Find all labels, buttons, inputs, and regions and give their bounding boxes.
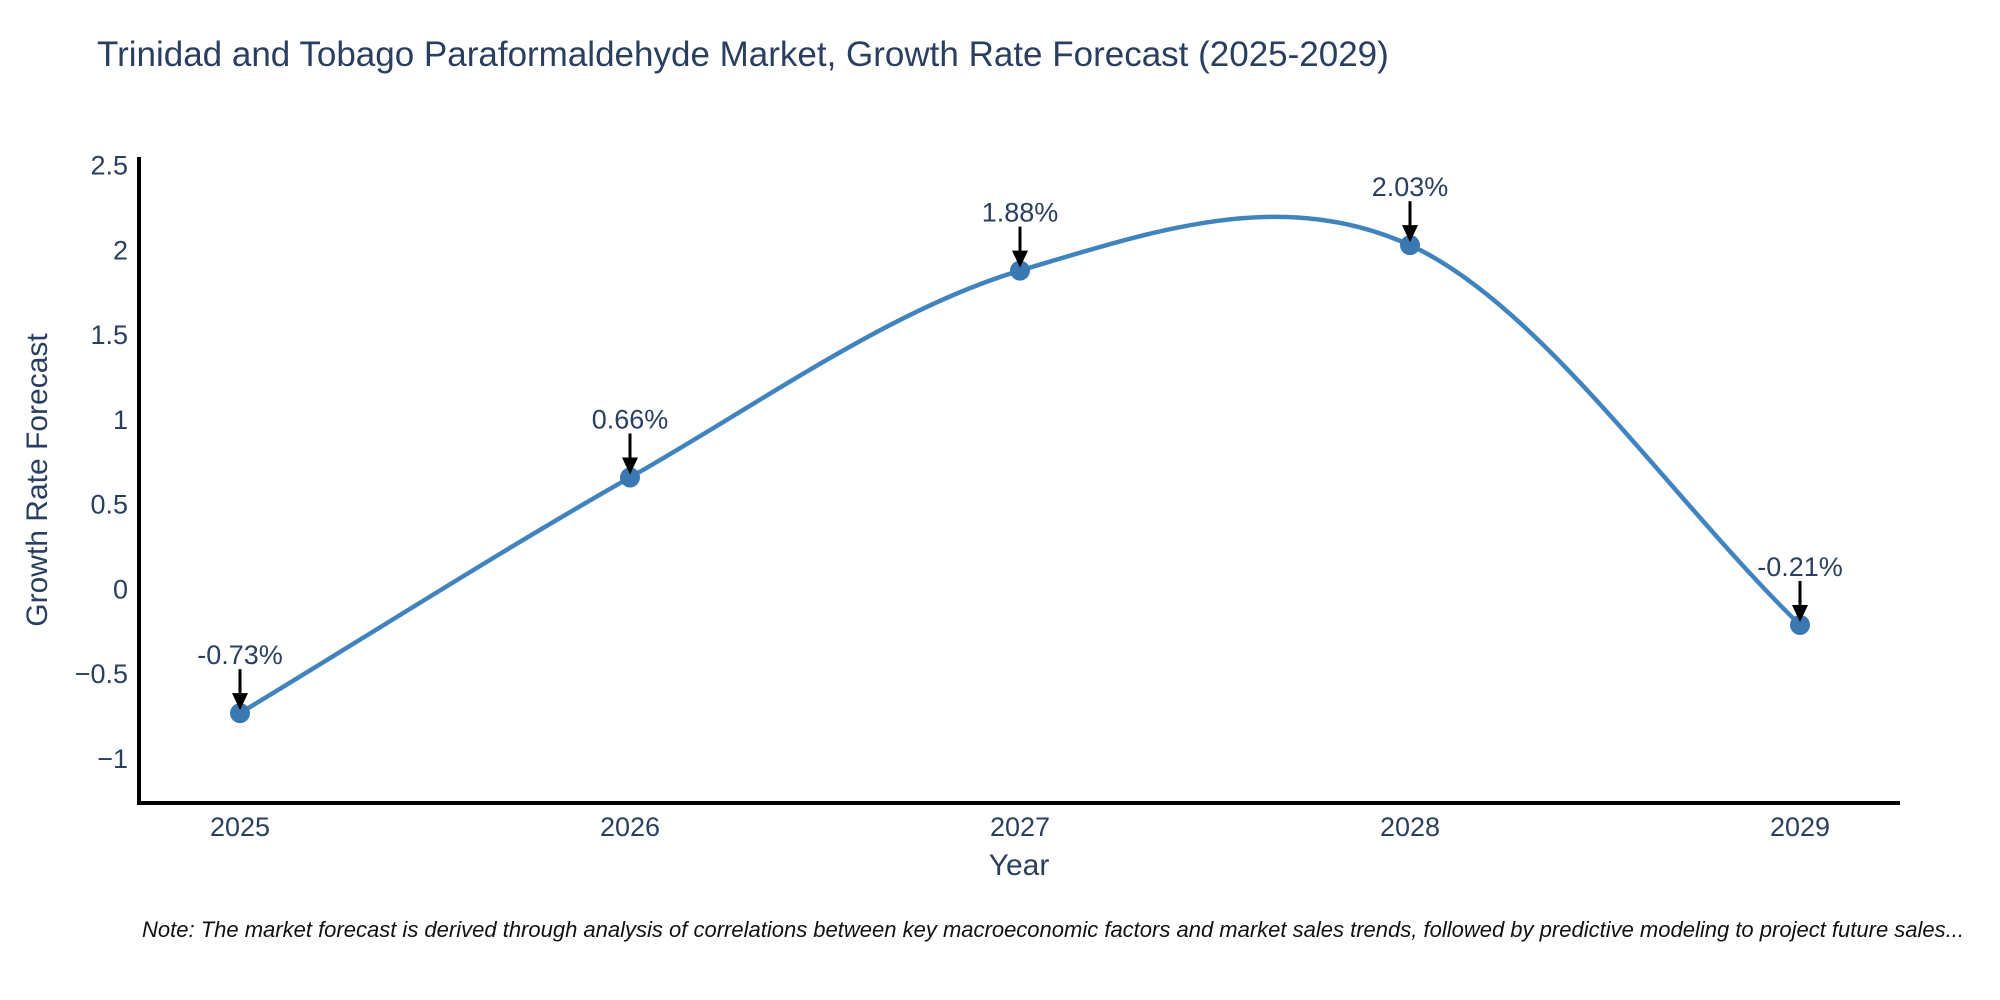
point-annotation-label: -0.21%: [1757, 552, 1843, 582]
x-axis-title: Year: [988, 849, 1050, 882]
point-annotation-label: -0.73%: [197, 640, 283, 670]
y-tick-label: 1.5: [90, 320, 128, 350]
point-annotation-label: 1.88%: [982, 198, 1059, 228]
y-tick-label: 0.5: [90, 490, 128, 520]
annotation-arrowhead-icon: [1402, 225, 1418, 243]
annotation-arrowhead-icon: [622, 457, 638, 475]
x-tick-label: 2026: [600, 812, 660, 842]
x-tick-label: 2029: [1770, 812, 1830, 842]
annotation-arrowhead-icon: [1792, 604, 1808, 622]
annotation-arrowhead-icon: [232, 693, 248, 711]
y-tick-label: −1: [97, 744, 128, 774]
y-tick-label: 2.5: [90, 150, 128, 180]
x-tick-label: 2028: [1380, 812, 1440, 842]
y-tick-label: 1: [113, 405, 128, 435]
footnote: Note: The market forecast is derived thr…: [142, 917, 1964, 942]
x-tick-label: 2025: [210, 812, 270, 842]
data-point-2025[interactable]: [230, 703, 250, 724]
x-tick-label: 2027: [990, 812, 1050, 842]
y-tick-label: 0: [113, 574, 128, 604]
point-annotation-label: 2.03%: [1372, 172, 1449, 202]
y-tick-label: −0.5: [75, 659, 128, 689]
data-point-2028[interactable]: [1400, 235, 1420, 256]
point-annotation-label: 0.66%: [592, 404, 669, 434]
y-axis-title: Growth Rate Forecast: [21, 333, 54, 627]
data-point-2029[interactable]: [1790, 614, 1810, 635]
trend-line: [237, 214, 1803, 716]
data-point-2026[interactable]: [620, 467, 640, 488]
y-tick-label: 2: [113, 235, 128, 265]
chart-title: Trinidad and Tobago Paraformaldehyde Mar…: [97, 35, 1389, 74]
data-point-2027[interactable]: [1010, 260, 1030, 281]
annotation-arrowhead-icon: [1012, 250, 1028, 268]
